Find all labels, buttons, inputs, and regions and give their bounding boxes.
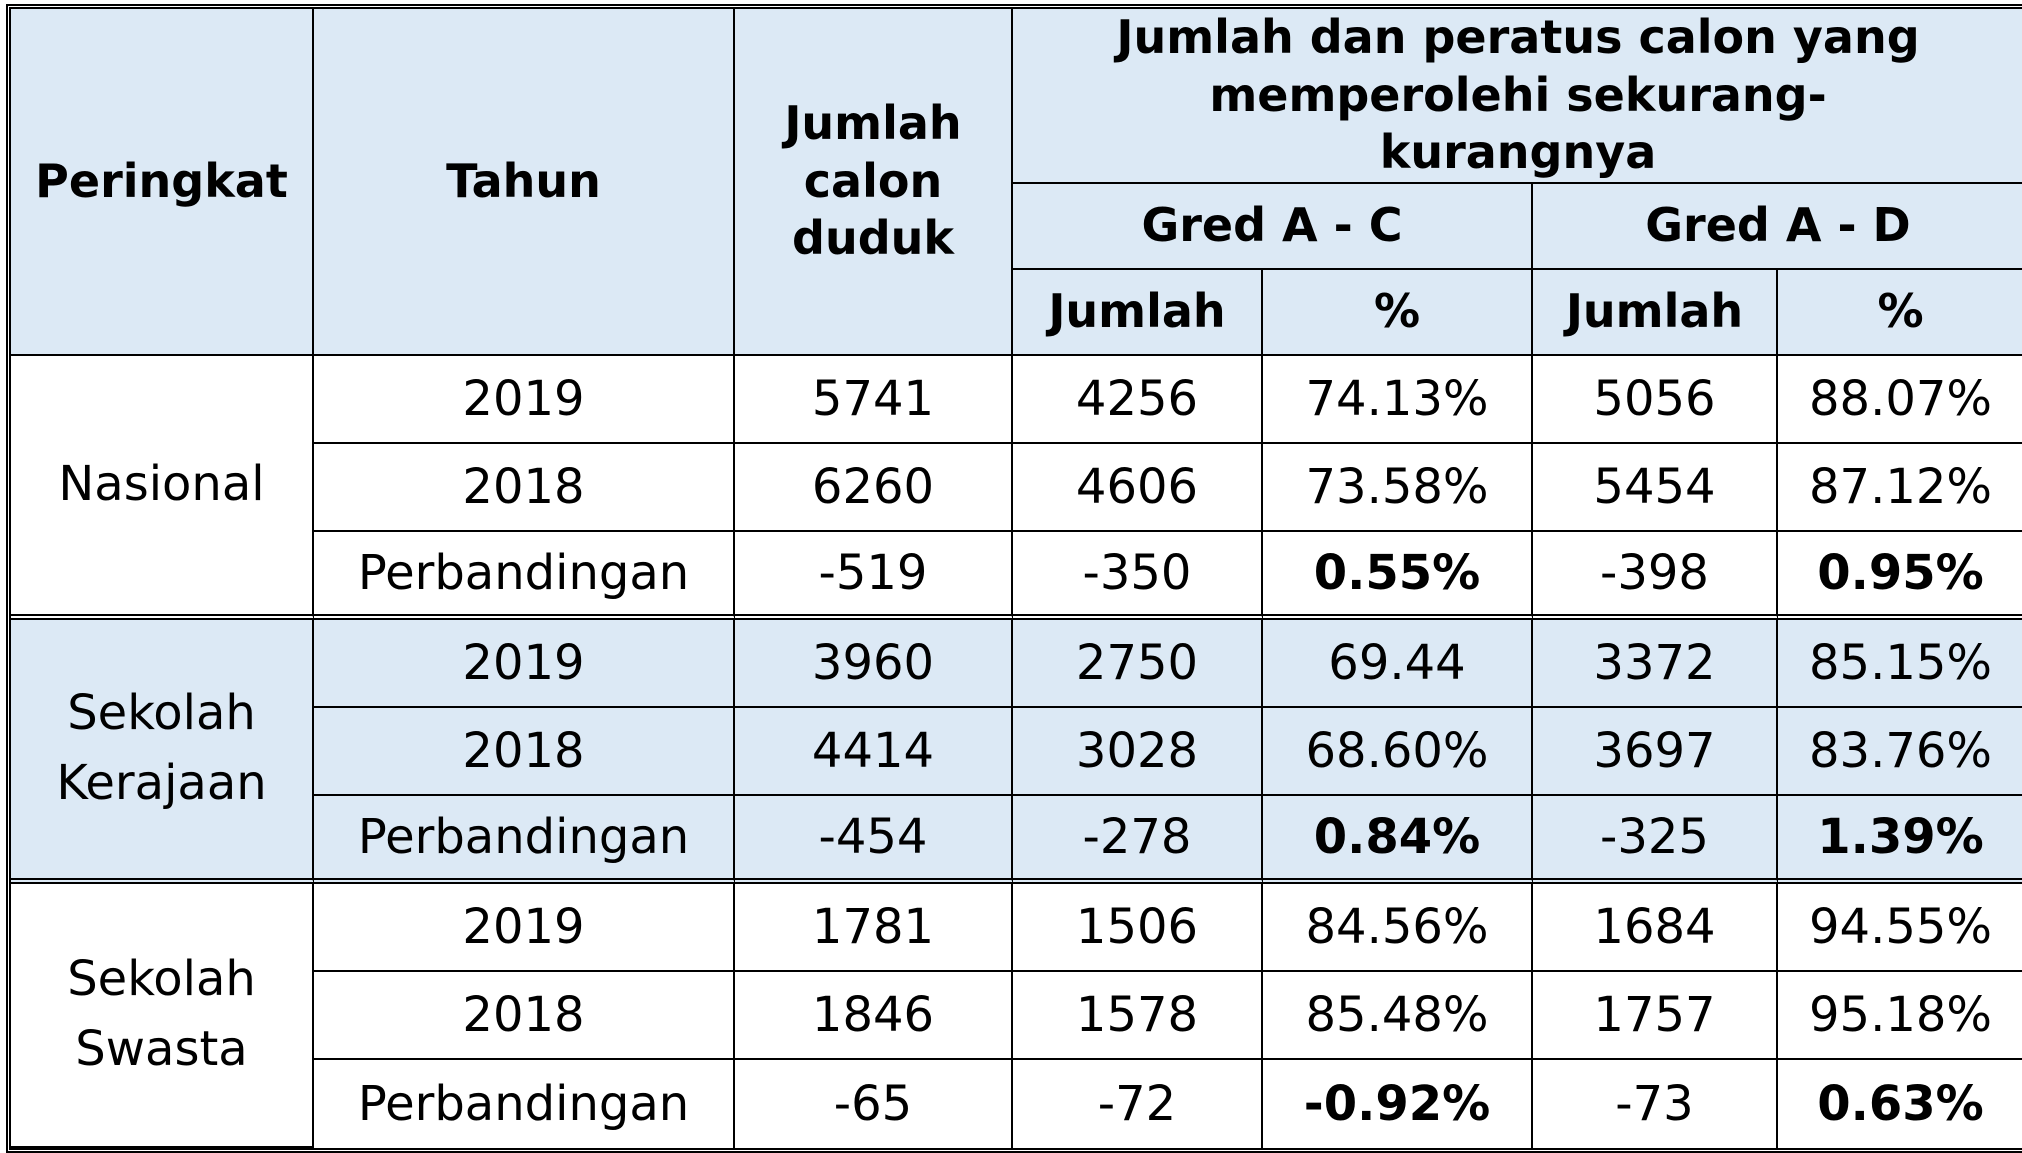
gred-ad-jumlah-cell: 1684 <box>1533 883 1778 972</box>
table-row: 2018 1846 1578 85.48% 1757 95.18% <box>11 971 2022 1060</box>
calon-duduk-cell: 1846 <box>735 971 1013 1060</box>
table-row: 2018 6260 4606 73.58% 5454 87.12% <box>11 443 2022 532</box>
header-peringkat: Peringkat <box>11 9 314 356</box>
table-row: Sekolah Kerajaan 2019 3960 2750 69.44 3372 85.… <box>11 619 2022 884</box>
table-row: Nasional 2019 5741 4256 74.13% 5056 88.07% <box>11 355 2022 620</box>
gred-ad-percent-cell: 85.15% <box>1778 620 2022 708</box>
peringkat-cell: Sekolah Kerajaan <box>11 619 314 884</box>
header-ad-jumlah: Jumlah <box>1533 269 1778 356</box>
gred-ac-percent-cell: 85.48% <box>1263 971 1533 1060</box>
gred-ad-percent-cell: 83.76% <box>1778 708 2022 796</box>
gred-ad-jumlah-cell: 3697 <box>1533 707 1778 796</box>
tahun-cell: Perbandingan <box>314 531 735 620</box>
gred-ad-jumlah-cell: 3372 <box>1533 619 1778 708</box>
header-tahun: Tahun <box>314 9 735 356</box>
gred-ac-percent-cell: 68.60% <box>1263 707 1533 796</box>
table-row: Sekolah Swasta 2019 1781 1506 84.56% 1684 94.5… <box>11 883 2022 1148</box>
gred-ac-jumlah-cell: -72 <box>1013 1059 1263 1148</box>
gred-ac-percent-cell: 0.55% <box>1263 531 1533 620</box>
gred-ac-percent-cell: 74.13% <box>1263 355 1533 444</box>
calon-duduk-cell: 5741 <box>735 355 1013 444</box>
results-table: Peringkat Tahun Jumlah calon duduk Jumla… <box>6 4 2022 1153</box>
header-ad-percent: % <box>1778 269 2022 356</box>
calon-duduk-cell: -519 <box>735 531 1013 620</box>
header-jumlah-calon-duduk: Jumlah calon duduk <box>735 9 1013 356</box>
header-gred-a-d: Gred A - D <box>1533 183 2022 270</box>
table-row: Perbandingan -454 -278 0.84% -325 1.39% <box>11 795 2022 884</box>
gred-ad-jumlah-cell: 5056 <box>1533 355 1778 444</box>
header-group-title: Jumlah dan peratus calon yang memperoleh… <box>1013 9 2022 184</box>
gred-ac-percent-cell: 69.44 <box>1263 619 1533 708</box>
gred-ad-percent-cell: 88.07% <box>1778 356 2022 444</box>
table-row: 2018 4414 3028 68.60% 3697 83.76% <box>11 707 2022 796</box>
gred-ad-percent-cell: 0.95% <box>1778 532 2022 620</box>
gred-ac-percent-cell: 84.56% <box>1263 883 1533 972</box>
tahun-cell: 2018 <box>314 971 735 1060</box>
gred-ac-jumlah-cell: 1506 <box>1013 883 1263 972</box>
gred-ac-percent-cell: 0.84% <box>1263 795 1533 884</box>
gred-ad-percent-cell: 87.12% <box>1778 444 2022 532</box>
tahun-cell: 2019 <box>314 355 735 444</box>
gred-ac-jumlah-cell: 4606 <box>1013 443 1263 532</box>
gred-ac-jumlah-cell: 3028 <box>1013 707 1263 796</box>
gred-ad-jumlah-cell: -325 <box>1533 795 1778 884</box>
tahun-cell: Perbandingan <box>314 1059 735 1148</box>
tahun-cell: 2019 <box>314 619 735 708</box>
gred-ad-percent-cell: 0.63% <box>1817 1075 1984 1132</box>
peringkat-cell: Sekolah Swasta <box>11 883 314 1148</box>
table-body: Nasional 2019 5741 4256 74.13% 5056 88.07% 2018… <box>11 355 2022 1148</box>
header-ac-percent: % <box>1263 269 1533 356</box>
gred-ac-jumlah-cell: 2750 <box>1013 619 1263 708</box>
calon-duduk-cell: 4414 <box>735 707 1013 796</box>
gred-ad-jumlah-cell: -73 <box>1533 1059 1778 1148</box>
gred-ac-jumlah-cell: -350 <box>1013 531 1263 620</box>
gred-ad-jumlah-cell: 5454 <box>1533 443 1778 532</box>
header-gred-a-c: Gred A - C <box>1013 183 1533 270</box>
gred-ac-jumlah-cell: -278 <box>1013 795 1263 884</box>
gred-ad-percent-cell: 1.39% <box>1778 796 2022 884</box>
header-ac-jumlah: Jumlah <box>1013 269 1263 356</box>
peringkat-cell: Nasional <box>11 355 314 620</box>
gred-ac-jumlah-cell: 4256 <box>1013 355 1263 444</box>
gred-ac-percent-cell: 73.58% <box>1263 443 1533 532</box>
tahun-cell: 2018 <box>314 707 735 796</box>
calon-duduk-cell: -65 <box>735 1059 1013 1148</box>
tahun-cell: 2018 <box>314 443 735 532</box>
gred-ad-percent-cell: 94.55% <box>1778 884 2022 972</box>
gred-ad-jumlah-cell: -398 <box>1533 531 1778 620</box>
gred-ad-percent-cell: 95.18% <box>1778 972 2022 1060</box>
gred-ac-percent-cell: -0.92% <box>1263 1059 1533 1148</box>
calon-duduk-cell: -454 <box>735 795 1013 884</box>
gred-ad-jumlah-cell: 1757 <box>1533 971 1778 1060</box>
calon-duduk-cell: 1781 <box>735 883 1013 972</box>
table-row: Perbandingan -519 -350 0.55% -398 0.95% <box>11 531 2022 620</box>
calon-duduk-cell: 6260 <box>735 443 1013 532</box>
tahun-cell: 2019 <box>314 883 735 972</box>
tahun-cell: Perbandingan <box>314 795 735 884</box>
gred-ac-jumlah-cell: 1578 <box>1013 971 1263 1060</box>
table-row: Perbandingan -65 -72 -0.92% -73 0.63% <box>11 1059 2022 1148</box>
calon-duduk-cell: 3960 <box>735 619 1013 708</box>
